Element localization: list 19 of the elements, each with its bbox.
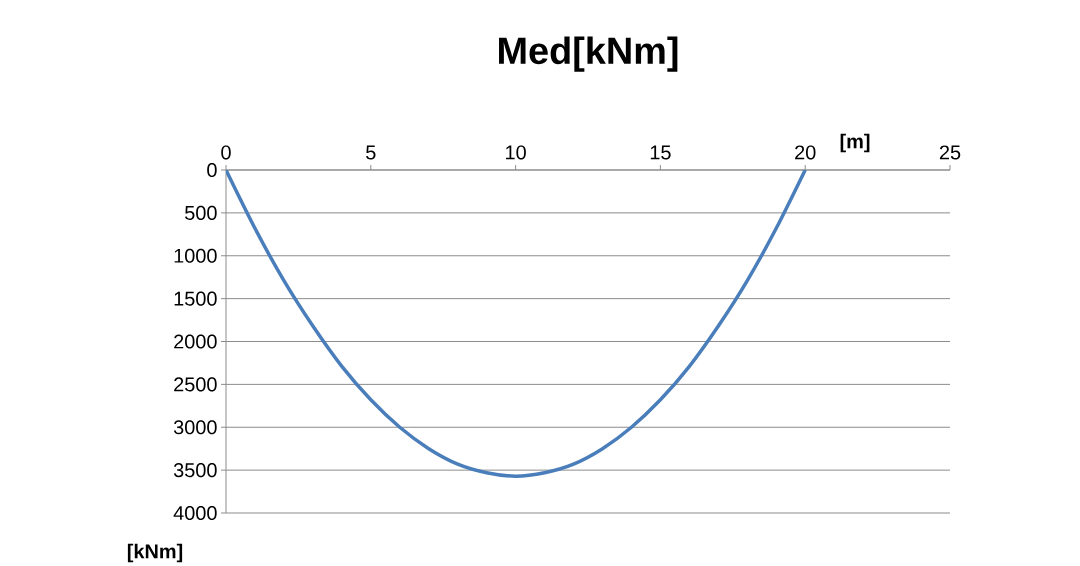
y-tick-label: 2500: [174, 377, 217, 392]
x-tick-label: 15: [650, 145, 671, 160]
y-tick-label: 2000: [174, 334, 217, 349]
line-series: [226, 170, 807, 479]
x-tick-label: 20: [795, 145, 816, 160]
y-tick-label: 0: [207, 163, 217, 178]
y-tick-label: 1000: [174, 248, 217, 263]
y-tick-label: 500: [185, 206, 217, 221]
y-tick-label: 3500: [173, 463, 217, 478]
y-tick-label: 4000: [173, 506, 217, 521]
x-tick-label: 25: [939, 145, 961, 160]
x-tick-label: 10: [506, 145, 526, 160]
y-axis-title: [kNm]: [127, 543, 183, 563]
y-tick-label: 1500: [174, 291, 217, 306]
x-tick-label: 5: [366, 145, 376, 160]
y-tick-label: 3000: [173, 420, 217, 435]
x-axis-title: [m]: [840, 133, 870, 153]
x-tick-label: 0: [221, 145, 231, 160]
chart-title: Med[kNm]: [499, 36, 678, 72]
